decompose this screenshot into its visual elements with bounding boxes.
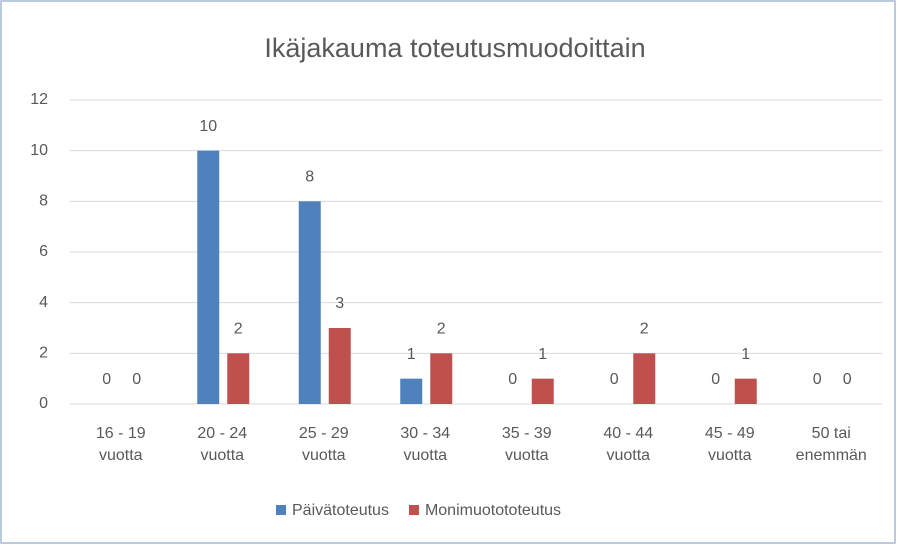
value-label: 0 [843, 371, 852, 388]
bar [430, 353, 453, 404]
legend-label: Monimuotototeutus [425, 502, 561, 519]
bar [328, 328, 351, 404]
value-label: 1 [538, 346, 547, 363]
value-label: 8 [305, 169, 314, 186]
x-tick-label-line: 25 - 29 [299, 425, 349, 442]
bar [197, 150, 220, 404]
x-tick-label: 16 - 19 vuotta [96, 425, 146, 464]
chart-title: Ikäjakauma toteutusmuodoittain [264, 33, 645, 63]
x-tick-label-line: 20 - 24 [197, 425, 247, 442]
x-tick-label-line: 16 - 19 [96, 425, 146, 442]
x-tick-label: 20 - 24 vuotta [197, 425, 247, 464]
bar [400, 378, 423, 404]
x-tick-label-line: 50 tai [812, 425, 851, 442]
bar [633, 353, 656, 404]
value-label: 0 [711, 371, 720, 388]
x-tick-label-line: 30 - 34 [400, 425, 450, 442]
bar [531, 378, 554, 404]
y-tick-label: 0 [39, 395, 48, 412]
bar [227, 353, 250, 404]
value-label: 2 [234, 321, 243, 338]
x-tick-label-line: vuotta [200, 447, 244, 464]
y-tick-label: 6 [39, 243, 48, 260]
x-tick-label-line: vuotta [708, 447, 752, 464]
y-tick-label: 10 [30, 142, 48, 159]
value-label: 0 [508, 371, 517, 388]
value-label: 1 [407, 346, 416, 363]
x-tick-label-line: vuotta [99, 447, 143, 464]
legend-swatch [408, 505, 419, 515]
legend-swatch [276, 505, 286, 515]
x-tick-label-line: 35 - 39 [502, 425, 552, 442]
value-label: 1 [741, 346, 750, 363]
value-label: 10 [199, 118, 217, 135]
x-tick-label-line: 40 - 44 [603, 425, 653, 442]
value-label: 0 [813, 371, 822, 388]
y-tick-label: 4 [39, 294, 48, 311]
x-tick-label-line: vuotta [505, 447, 549, 464]
x-tick-label: 30 - 34 vuotta [400, 425, 450, 464]
value-label: 2 [437, 321, 446, 338]
x-tick-label-line: vuotta [606, 447, 650, 464]
y-tick-label: 2 [39, 345, 48, 362]
y-tick-label: 12 [30, 91, 48, 108]
x-tick-label-line: 45 - 49 [705, 425, 755, 442]
x-tick-label-line: vuotta [302, 447, 346, 464]
x-tick-label: 50 tai enemmän [796, 425, 867, 464]
y-tick-label: 8 [39, 193, 48, 210]
value-label: 3 [335, 295, 344, 312]
x-tick-label: 35 - 39 vuotta [502, 425, 552, 464]
value-label: 0 [102, 371, 111, 388]
x-tick-label-line: enemmän [796, 447, 867, 464]
x-tick-label: 45 - 49 vuotta [705, 425, 755, 464]
legend-label: Päivätoteutus [292, 502, 389, 519]
value-label: 2 [640, 321, 649, 338]
bar [298, 201, 321, 404]
bar [734, 378, 757, 404]
x-tick-label: 40 - 44 vuotta [603, 425, 653, 464]
value-label: 0 [132, 371, 141, 388]
x-tick-label-line: vuotta [403, 447, 447, 464]
x-tick-label: 25 - 29 vuotta [299, 425, 349, 464]
value-label: 0 [610, 371, 619, 388]
